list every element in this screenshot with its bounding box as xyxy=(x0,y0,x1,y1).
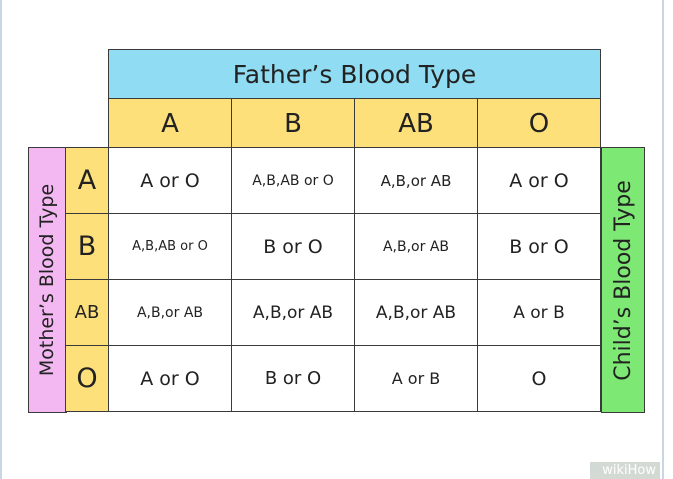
cell-o-b: B or O xyxy=(231,345,355,412)
mother-blood-type-side: Mother’s Blood Type xyxy=(28,147,67,413)
cell-ab-o: A or B xyxy=(477,279,601,346)
mother-type-b: B xyxy=(65,213,109,280)
mother-side-label: Mother’s Blood Type xyxy=(36,183,59,377)
cell-b-o: B or O xyxy=(477,213,601,280)
cell-b-a: A,B,AB or O xyxy=(108,213,232,280)
cell-a-b: A,B,AB or O xyxy=(231,147,355,214)
child-blood-type-side: Child’s Blood Type xyxy=(601,147,645,413)
wikihow-watermark: wikiHow xyxy=(590,462,660,479)
mother-type-a: A xyxy=(65,147,109,214)
father-blood-type-header: Father’s Blood Type xyxy=(108,49,601,100)
mother-type-o: O xyxy=(65,345,109,412)
cell-a-o: A or O xyxy=(477,147,601,214)
cell-ab-ab: A,B,or AB xyxy=(354,279,478,346)
mother-type-ab: AB xyxy=(65,279,109,346)
father-type-ab: AB xyxy=(354,98,478,149)
cell-ab-a: A,B,or AB xyxy=(108,279,232,346)
frame-border-right xyxy=(662,0,664,479)
cell-a-a: A or O xyxy=(108,147,232,214)
cell-b-ab: A,B,or AB xyxy=(354,213,478,280)
cell-o-a: A or O xyxy=(108,345,232,412)
cell-ab-b: A,B,or AB xyxy=(231,279,355,346)
father-type-o: O xyxy=(477,98,601,149)
cell-o-ab: A or B xyxy=(354,345,478,412)
cell-b-b: B or O xyxy=(231,213,355,280)
child-side-label: Child’s Blood Type xyxy=(610,179,636,381)
father-header-label: Father’s Blood Type xyxy=(232,60,477,89)
frame-border-left xyxy=(0,0,2,479)
father-type-a: A xyxy=(108,98,232,149)
cell-a-ab: A,B,or AB xyxy=(354,147,478,214)
cell-o-o: O xyxy=(477,345,601,412)
father-type-b: B xyxy=(231,98,355,149)
